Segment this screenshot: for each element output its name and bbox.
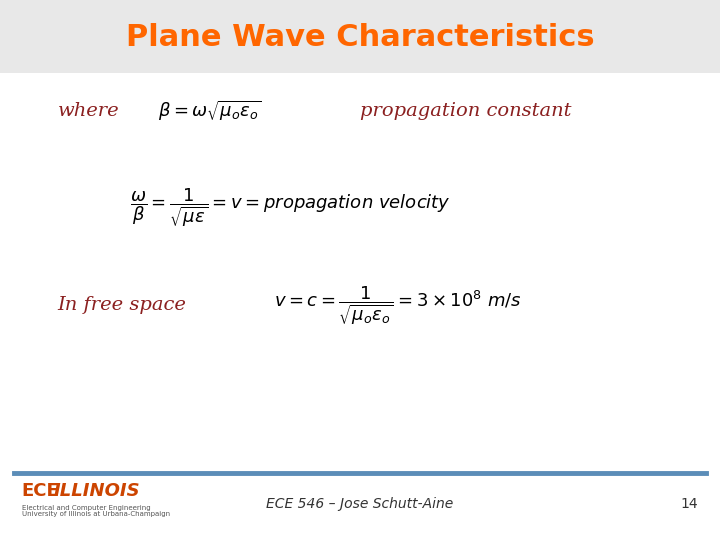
Text: where: where [58,102,120,120]
Text: $\beta = \omega\sqrt{\mu_o\varepsilon_o}$: $\beta = \omega\sqrt{\mu_o\varepsilon_o}… [158,99,262,123]
Text: propagation constant: propagation constant [360,102,572,120]
Text: $\dfrac{\omega}{\beta} = \dfrac{1}{\sqrt{\mu\varepsilon}} = v = \mathit{propagat: $\dfrac{\omega}{\beta} = \dfrac{1}{\sqrt… [130,186,451,230]
Text: Plane Wave Characteristics: Plane Wave Characteristics [126,23,594,52]
Text: University of Illinois at Urbana-Champaign: University of Illinois at Urbana-Champai… [22,511,170,517]
Text: ECE: ECE [22,482,59,501]
Text: Electrical and Computer Engineering: Electrical and Computer Engineering [22,504,150,511]
FancyBboxPatch shape [0,0,720,73]
Text: ECE 546 – Jose Schutt-Aine: ECE 546 – Jose Schutt-Aine [266,497,454,511]
Text: ILLINOIS: ILLINOIS [54,482,140,501]
Text: $v = c = \dfrac{1}{\sqrt{\mu_o\varepsilon_o}} = 3\times10^8\ m/s$: $v = c = \dfrac{1}{\sqrt{\mu_o\varepsilo… [274,284,521,327]
Text: In free space: In free space [58,296,186,314]
Text: 14: 14 [681,497,698,511]
